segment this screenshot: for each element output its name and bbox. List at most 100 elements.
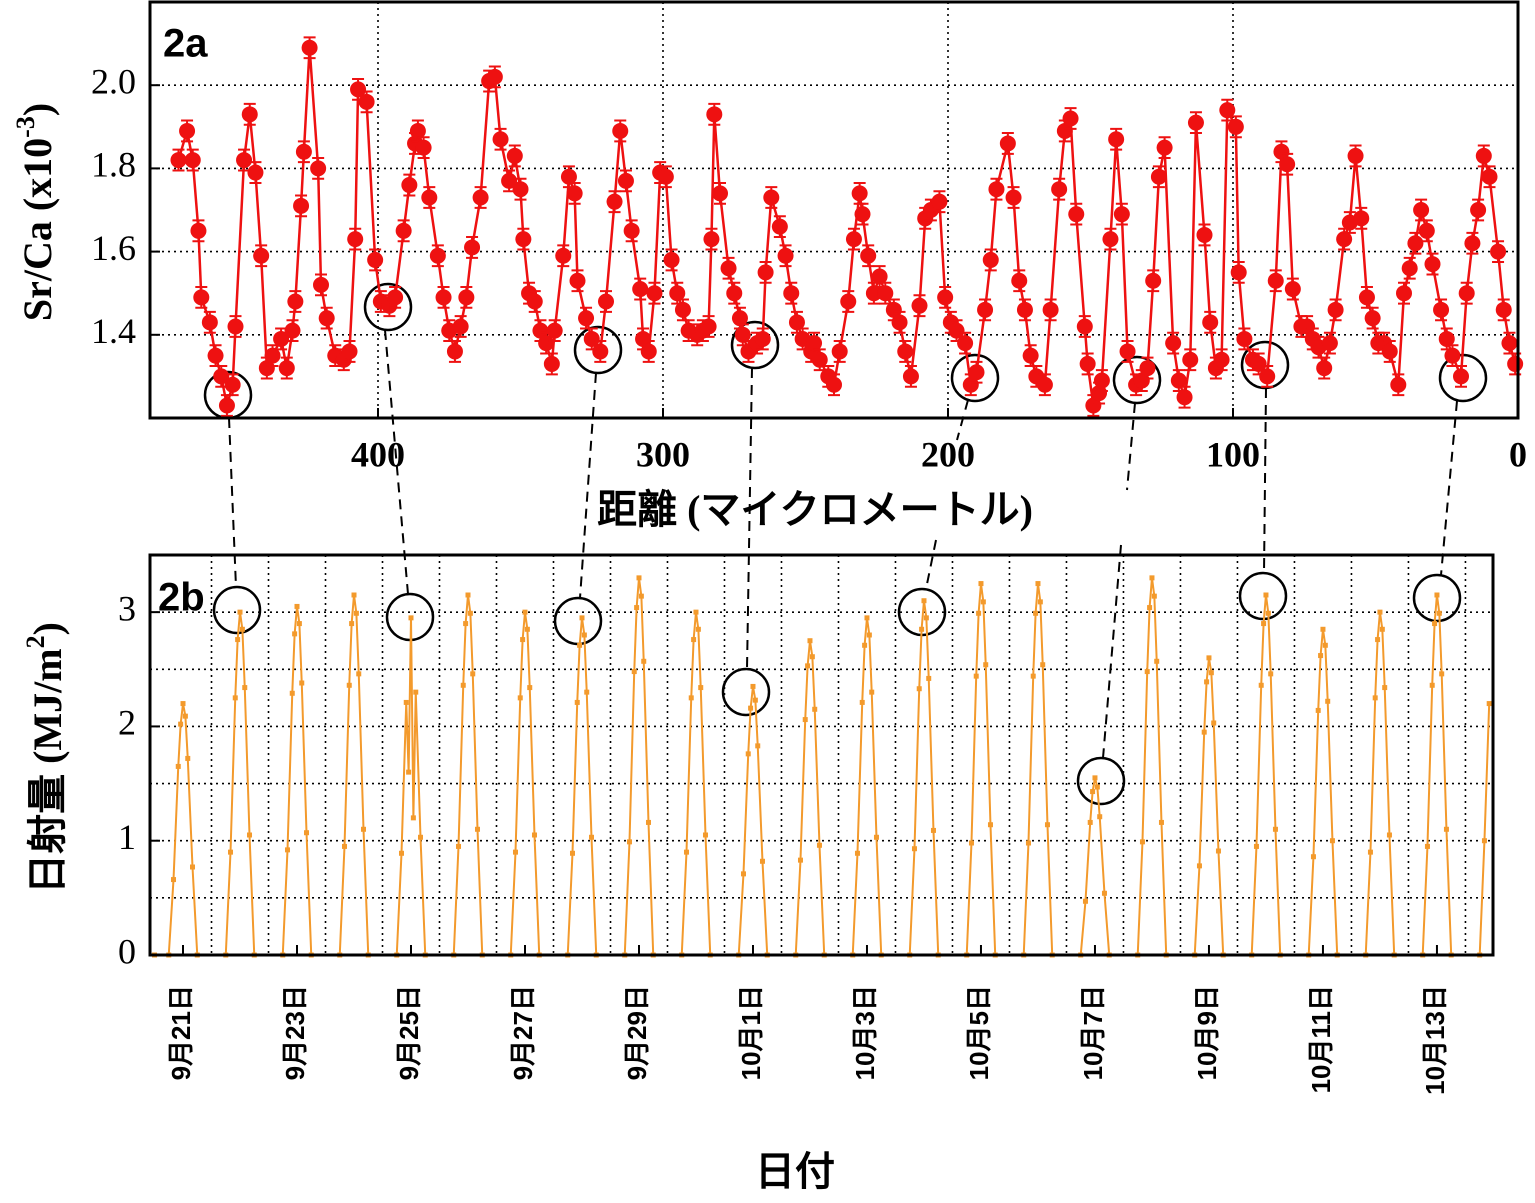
data-point xyxy=(873,834,879,840)
data-point xyxy=(703,231,720,248)
data-point xyxy=(235,637,241,643)
x-tick-label: 9月25日 xyxy=(394,985,424,1080)
data-point xyxy=(417,834,423,840)
data-point xyxy=(1315,707,1321,713)
data-point xyxy=(1030,673,1036,679)
data-point xyxy=(1094,784,1100,790)
data-point xyxy=(1418,222,1435,239)
data-point xyxy=(988,181,1005,198)
data-point xyxy=(421,189,438,206)
data-point xyxy=(452,318,469,335)
data-point xyxy=(1187,114,1204,131)
data-point xyxy=(1158,819,1164,825)
data-point xyxy=(1390,376,1407,393)
data-point xyxy=(399,850,405,856)
data-point xyxy=(636,575,642,581)
data-point xyxy=(179,122,196,139)
data-point xyxy=(663,251,680,268)
data-point xyxy=(1093,372,1110,389)
data-point xyxy=(574,699,580,705)
data-point xyxy=(869,689,875,695)
data-point xyxy=(1250,355,1267,372)
data-point xyxy=(1424,256,1441,273)
y-tick-label: 1 xyxy=(118,817,136,857)
y-axis-title-sup: -3 xyxy=(11,116,40,138)
data-point xyxy=(218,397,235,414)
x-tick-label: 100 xyxy=(1206,434,1260,474)
data-point xyxy=(1082,898,1088,904)
data-point xyxy=(657,168,674,185)
data-point xyxy=(1113,206,1130,223)
data-point xyxy=(865,285,882,302)
data-point xyxy=(1279,156,1296,173)
data-point xyxy=(293,197,310,214)
data-point xyxy=(1145,272,1162,289)
connector xyxy=(1102,544,1122,759)
data-point xyxy=(891,314,908,331)
data-point xyxy=(346,682,352,688)
data-point xyxy=(588,834,594,840)
data-point xyxy=(247,832,253,838)
data-point xyxy=(1501,335,1518,352)
data-point xyxy=(347,231,364,248)
data-point xyxy=(1265,610,1271,616)
data-point xyxy=(1211,720,1217,726)
data-point xyxy=(1396,285,1412,302)
data-point xyxy=(1156,139,1173,156)
data-point xyxy=(517,695,523,701)
data-point xyxy=(190,222,207,239)
data-point xyxy=(937,289,954,306)
data-point xyxy=(1490,243,1507,260)
y-tick-label: 0 xyxy=(118,931,136,971)
data-point xyxy=(1318,653,1324,659)
data-point xyxy=(1353,210,1370,227)
data-point xyxy=(948,322,965,339)
data-point xyxy=(569,272,586,289)
data-point xyxy=(877,285,894,302)
data-point xyxy=(1407,235,1424,252)
y-axis-title: Sr/Ca (x10-3) xyxy=(11,103,60,321)
data-point xyxy=(1267,272,1284,289)
highlight-circle xyxy=(573,325,623,375)
data-point xyxy=(1133,372,1150,389)
y-axis-title-text: ) xyxy=(25,622,70,635)
data-point xyxy=(646,285,663,302)
data-point xyxy=(968,840,974,846)
data-point xyxy=(1101,890,1107,896)
data-point xyxy=(258,360,275,377)
data-point xyxy=(859,699,865,705)
highlight-circle xyxy=(212,585,262,635)
data-point xyxy=(921,598,927,604)
data-point xyxy=(978,581,984,587)
data-point xyxy=(538,335,555,352)
data-point xyxy=(802,717,808,723)
data-point xyxy=(310,160,327,177)
data-point xyxy=(1486,701,1492,707)
data-point xyxy=(356,671,362,677)
data-point xyxy=(931,193,948,210)
x-tick-label: 10月11日 xyxy=(1306,985,1336,1093)
data-point xyxy=(506,147,523,164)
data-point xyxy=(1439,671,1445,677)
data-point xyxy=(592,343,609,360)
data-point xyxy=(1261,621,1267,627)
data-point xyxy=(1051,181,1068,198)
data-point xyxy=(1139,360,1156,377)
data-point xyxy=(349,621,355,627)
highlight-circle xyxy=(730,320,780,370)
data-point xyxy=(598,293,614,310)
data-point xyxy=(1230,264,1247,281)
data-point xyxy=(1005,189,1022,206)
data-point xyxy=(213,368,230,385)
data-point xyxy=(342,843,348,849)
data-point xyxy=(403,699,409,705)
data-point xyxy=(1208,670,1214,676)
data-point xyxy=(472,189,489,206)
highlight-circle xyxy=(1076,756,1126,806)
data-point xyxy=(1196,863,1202,869)
data-point xyxy=(1092,775,1098,781)
data-point xyxy=(1364,310,1381,327)
data-point xyxy=(1139,839,1145,845)
data-point xyxy=(1068,206,1085,223)
data-point xyxy=(569,850,575,856)
